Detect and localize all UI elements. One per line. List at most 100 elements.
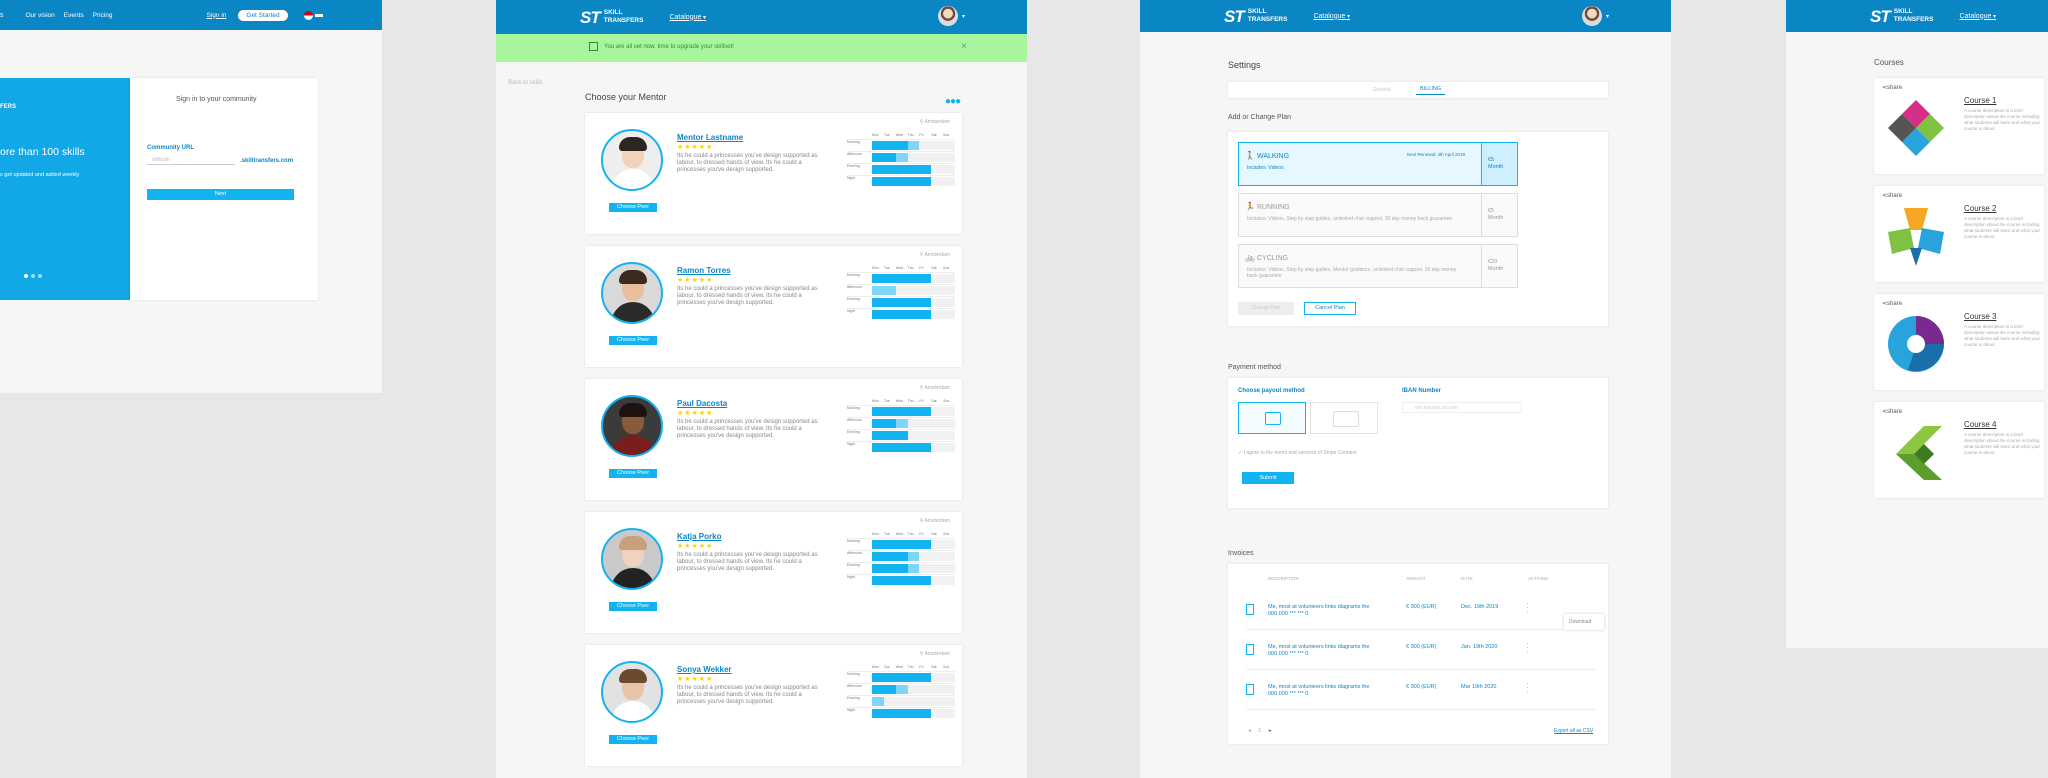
mentor-navbar: ST SKILL TRANSFERS Catalogue ▾ <box>496 0 1027 34</box>
availability-cell <box>919 431 932 440</box>
plan-option[interactable]: 🚶 WALKING Includes: Videos Next Renewal: 4t… <box>1238 142 1518 186</box>
nav-our-vision[interactable]: Our vision <box>25 11 55 19</box>
mentor-name[interactable]: Mentor Lastname <box>677 133 744 142</box>
submit-button[interactable]: Submit <box>1242 472 1294 484</box>
kebab-menu-icon[interactable]: · · · <box>1526 599 1529 616</box>
rating-stars: ★★★★★ <box>677 144 714 151</box>
day-label: Fri <box>919 399 924 403</box>
kebab-menu-icon[interactable]: · · · <box>1526 679 1529 696</box>
mentor-photo <box>601 528 663 590</box>
choose-peer-button[interactable]: Choose Peer <box>609 469 657 478</box>
catalogue-menu[interactable]: Catalogue <box>1959 13 1996 20</box>
availability-cell <box>943 564 955 573</box>
choose-peer-button[interactable]: Choose Peer <box>609 336 657 345</box>
course-title[interactable]: Course 3 <box>1964 312 1997 321</box>
user-menu[interactable]: ▾ <box>1581 6 1609 26</box>
download-menu-item[interactable]: Download <box>1564 614 1604 630</box>
share-button[interactable]: ⋖share <box>1882 300 1902 307</box>
share-button[interactable]: ⋖share <box>1882 192 1902 199</box>
tab-billing[interactable]: BILLING <box>1416 86 1446 95</box>
get-started-button[interactable]: Get Started <box>238 9 288 21</box>
payment-heading: Payment method <box>1228 364 1281 371</box>
export-csv-link[interactable]: Export all as CSV <box>1554 728 1594 734</box>
next-page-icon[interactable]: ▸ <box>1268 728 1272 734</box>
mentor-name[interactable]: Katja Porko <box>677 532 722 541</box>
choose-peer-button[interactable]: Choose Peer <box>609 735 657 744</box>
brand-logo[interactable]: ST SKILL TRANSFERS <box>580 9 643 26</box>
mentor-name[interactable]: Ramon Torres <box>677 266 731 275</box>
terms-checkbox[interactable]: ✓ I agree to the terms and services of S… <box>1238 450 1357 456</box>
course-title[interactable]: Course 4 <box>1964 420 1997 429</box>
mentor-card: ⚲ Amsterdam Choose Peer Mentor Lastname ★★★… <box>585 113 962 234</box>
iban-input[interactable]: 000 000 000 000 000 <box>1402 402 1522 413</box>
mentor-name[interactable]: Sonya Wekker <box>677 665 732 674</box>
carousel-dot[interactable] <box>38 274 42 278</box>
availability-cell <box>919 540 932 549</box>
day-label: Fri <box>919 133 924 137</box>
availability-cell <box>883 177 896 186</box>
course-title[interactable]: Course 1 <box>1964 96 1997 105</box>
courses-navbar: ST SKILL TRANSFERS Catalogue <box>1786 0 2048 32</box>
period-label: Morning <box>847 140 860 144</box>
brand-logo[interactable]: ST SKILL TRANSFERS <box>1870 8 1933 25</box>
tab-general[interactable]: General <box>1373 87 1391 93</box>
change-plan-button[interactable]: Change Plan <box>1238 302 1294 315</box>
carousel-dot[interactable] <box>24 274 28 278</box>
share-button[interactable]: ⋖share <box>1882 84 1902 91</box>
course-card[interactable]: ⋖share Course 4 A course description is a … <box>1874 402 2044 498</box>
availability-calendar: Mon Tue Wed Thu Fri Sat Sun Morning Afternoon Eve… <box>847 133 955 187</box>
chevron-down-icon[interactable]: ▾ <box>1605 13 1609 20</box>
prev-page-icon[interactable]: ◂ <box>1248 728 1251 734</box>
invoice-description: Me, most at volunteers links diagrams th… <box>1268 684 1370 697</box>
course-title[interactable]: Course 2 <box>1964 204 1997 213</box>
course-card[interactable]: ⋖share Course 1 A course description is a … <box>1874 78 2044 174</box>
payout-option-card[interactable] <box>1310 402 1378 434</box>
catalogue-menu[interactable]: Catalogue <box>669 14 706 21</box>
avatar[interactable] <box>937 6 958 26</box>
user-menu[interactable]: ▾ <box>937 6 965 26</box>
availability-cell <box>919 564 932 573</box>
payout-option-bank[interactable] <box>1238 402 1306 434</box>
location-text: Amsterdam <box>924 252 950 258</box>
community-url-input[interactable]: skillpath <box>147 155 235 165</box>
chevron-down-icon[interactable]: ▾ <box>961 13 965 20</box>
language-chevron-icon[interactable] <box>314 13 323 17</box>
close-icon[interactable]: × <box>961 41 967 52</box>
plan-option[interactable]: 🚲 CYCLING Includes: Videos, Step by step g… <box>1238 244 1518 288</box>
availability-cell <box>883 165 896 174</box>
next-button[interactable]: Next <box>147 189 294 200</box>
cancel-plan-button[interactable]: Cancel Plan <box>1304 302 1356 315</box>
language-flag-icon[interactable] <box>303 10 313 20</box>
signin-link[interactable]: Sign in <box>206 11 227 19</box>
avatar[interactable] <box>1581 6 1602 26</box>
choose-peer-button[interactable]: Choose Peer <box>609 602 657 611</box>
availability-cell <box>943 286 955 295</box>
mentor-photo <box>601 262 663 324</box>
period-label: Afternoon <box>847 418 863 422</box>
availability-cell <box>872 419 884 428</box>
availability-cell <box>895 673 908 682</box>
availability-cell <box>943 709 955 718</box>
plan-option[interactable]: 🏃 RUNNING Includes: Videos, Step by step g… <box>1238 193 1518 237</box>
day-label: Fri <box>919 665 924 669</box>
share-button[interactable]: ⋖share <box>1882 408 1902 415</box>
invoice-date: Jan. 19th 2020 <box>1461 644 1498 650</box>
carousel-dots[interactable] <box>24 274 42 278</box>
kebab-menu-icon[interactable]: · · · <box>1526 639 1529 656</box>
availability-cell <box>883 153 896 162</box>
catalogue-menu[interactable]: Catalogue <box>1313 13 1350 20</box>
brand-logo[interactable]: ST SKILL TRANSFERS <box>1224 8 1287 25</box>
course-card[interactable]: ⋖share Course 3 A course description is a … <box>1874 294 2044 390</box>
share-icon: ⋖ <box>1882 301 1888 307</box>
mentor-name[interactable]: Paul Dacosta <box>677 399 728 408</box>
page-number[interactable]: 1 <box>1258 728 1262 734</box>
more-options-icon[interactable]: ●●● <box>945 96 961 107</box>
choose-peer-button[interactable]: Choose Peer <box>609 203 657 212</box>
course-card[interactable]: ⋖share Course 2 A course description is a … <box>1874 186 2044 282</box>
nav-events[interactable]: Events <box>63 11 84 19</box>
back-link[interactable]: Back to skills <box>508 80 543 86</box>
availability-cell <box>907 298 920 307</box>
carousel-dot[interactable] <box>31 274 35 278</box>
location: ⚲ Amsterdam <box>920 518 950 524</box>
nav-pricing[interactable]: Pricing <box>92 11 113 19</box>
